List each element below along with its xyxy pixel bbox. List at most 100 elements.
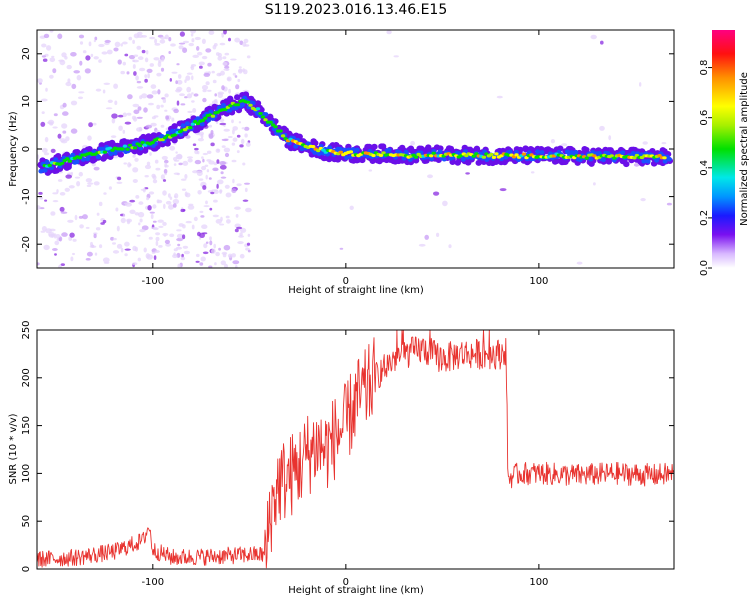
ridge-mid	[42, 168, 48, 173]
noise-speck	[82, 214, 88, 220]
noise-speck	[238, 121, 242, 124]
noise-speck	[224, 52, 230, 56]
noise-speck	[117, 114, 124, 118]
noise-speck	[93, 233, 97, 239]
noise-speck	[155, 232, 161, 236]
noise-speck	[165, 200, 172, 205]
noise-speck	[172, 198, 180, 205]
noise-speck	[202, 89, 207, 93]
colorbar-gradient	[712, 30, 735, 268]
ridge-mid	[316, 151, 322, 156]
noise-speck	[176, 229, 182, 232]
spectrogram-xtick-label: 100	[529, 276, 548, 287]
noise-speck	[139, 67, 146, 72]
noise-speck	[219, 223, 225, 226]
noise-speck	[193, 93, 199, 97]
noise-speck	[41, 147, 48, 153]
noise-speck	[132, 64, 136, 69]
noise-speck	[66, 64, 72, 70]
noise-speck	[105, 107, 113, 110]
noise-speck	[62, 130, 67, 134]
noise-speck	[143, 107, 148, 113]
noise-speck	[59, 138, 66, 142]
noise-speck	[154, 159, 159, 164]
noise-speck	[184, 96, 188, 99]
noise-speck	[223, 244, 231, 251]
colorbar: 0.0 0.2 0.4 0.6 0.8 Normalized spectral ampl…	[699, 30, 750, 276]
noise-speck	[98, 43, 105, 48]
noise-speck	[152, 204, 157, 209]
noise-speck	[153, 57, 160, 61]
noise-speck	[198, 131, 204, 136]
noise-speck	[199, 65, 203, 69]
noise-speck	[62, 102, 67, 108]
noise-speck	[157, 89, 161, 95]
noise-speck	[158, 225, 164, 228]
noise-speck	[118, 125, 123, 131]
noise-speck	[115, 207, 119, 212]
noise-speck	[155, 236, 160, 242]
spectrogram-ytick-label: 0	[21, 146, 32, 152]
noise-speck	[38, 191, 43, 195]
noise-speck	[57, 179, 63, 182]
noise-speck	[180, 178, 187, 181]
noise-speck	[192, 54, 199, 59]
ridge-core	[381, 151, 386, 155]
noise-speck	[234, 37, 241, 43]
ridge-core	[609, 154, 614, 158]
ridge-core	[371, 153, 376, 158]
ridge-core	[150, 141, 155, 145]
noise-speck	[151, 90, 158, 95]
noise-speck	[182, 40, 190, 44]
noise-speck	[92, 122, 97, 126]
noise-speck	[221, 145, 226, 148]
noise-speck	[215, 148, 221, 153]
noise-speck	[240, 138, 245, 145]
noise-speck	[158, 245, 163, 248]
ridge-core	[260, 115, 266, 119]
noise-speck	[138, 201, 144, 205]
noise-speck	[163, 168, 168, 174]
noise-speck	[227, 136, 233, 138]
noise-speck	[168, 193, 171, 198]
ridge-mid	[403, 149, 409, 155]
noise-speck	[65, 81, 72, 87]
noise-speck	[142, 187, 146, 193]
noise-speck	[162, 98, 167, 103]
noise-speck	[217, 52, 222, 58]
noise-speck	[149, 36, 156, 40]
spectrogram-xlabel: Height of straight line (km)	[288, 285, 424, 296]
ridge-mid	[344, 155, 350, 160]
noise-speck	[165, 243, 172, 247]
noise-speck	[162, 232, 169, 236]
noise-speck	[191, 38, 195, 43]
noise-speck	[247, 249, 251, 253]
noise-speck	[90, 53, 94, 58]
noise-speck	[184, 174, 188, 179]
colorbar-label: Normalized spectral amplitude	[739, 72, 750, 226]
noise-speck	[156, 72, 162, 77]
noise-speck	[51, 55, 55, 58]
ridge-mid	[662, 159, 668, 164]
ridge-mid	[38, 168, 44, 174]
ridge-core	[338, 150, 343, 154]
noise-speck	[178, 42, 186, 45]
noise-speck	[224, 152, 230, 158]
noise-speck	[247, 233, 251, 237]
ridge-mid	[263, 112, 269, 117]
noise-speck	[218, 247, 222, 251]
noise-speck	[114, 41, 121, 48]
snr-ylabel: SNR (10 * v/v)	[8, 413, 19, 484]
noise-speck	[52, 200, 59, 203]
noise-speck	[90, 241, 93, 247]
noise-speck	[139, 229, 146, 233]
noise-speck	[84, 68, 91, 74]
noise-speck	[196, 150, 200, 155]
noise-speck	[172, 203, 177, 208]
ridge-mid	[95, 154, 101, 160]
ridge-mid	[573, 149, 579, 155]
noise-speck	[133, 71, 137, 76]
ridge-outer	[234, 94, 241, 101]
noise-speck	[137, 106, 142, 111]
noise-speck	[146, 254, 153, 260]
